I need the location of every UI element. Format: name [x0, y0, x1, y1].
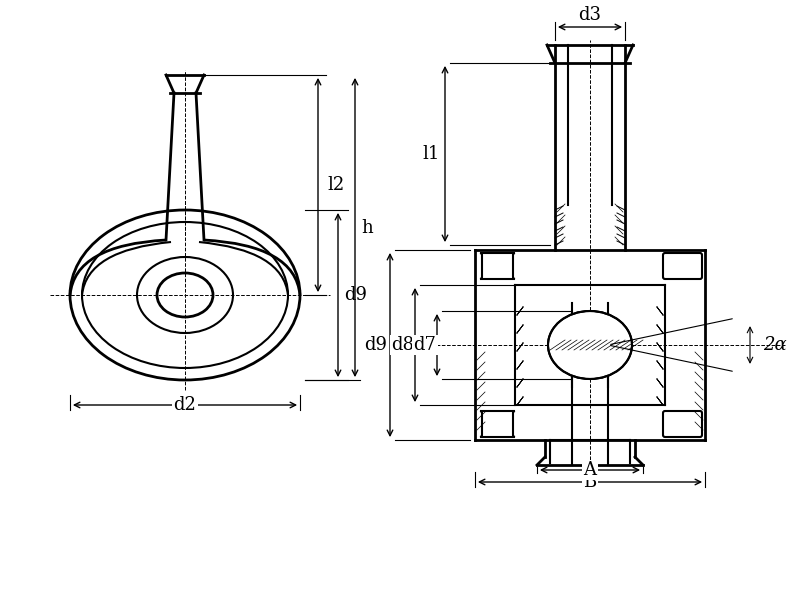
- Text: d3: d3: [578, 6, 602, 24]
- Text: h: h: [361, 218, 373, 237]
- Text: d9: d9: [345, 286, 367, 304]
- Text: l1: l1: [422, 145, 440, 163]
- FancyBboxPatch shape: [663, 411, 702, 437]
- Text: d8: d8: [391, 336, 414, 354]
- Text: B: B: [583, 473, 597, 491]
- FancyBboxPatch shape: [480, 253, 515, 279]
- Ellipse shape: [548, 311, 632, 379]
- Text: d9: d9: [365, 336, 387, 354]
- Text: 2α: 2α: [763, 336, 786, 354]
- Text: d2: d2: [174, 396, 197, 414]
- Text: A: A: [583, 461, 597, 479]
- FancyBboxPatch shape: [663, 253, 702, 279]
- Text: l2: l2: [327, 176, 345, 194]
- FancyBboxPatch shape: [480, 411, 515, 437]
- Text: d7: d7: [414, 336, 437, 354]
